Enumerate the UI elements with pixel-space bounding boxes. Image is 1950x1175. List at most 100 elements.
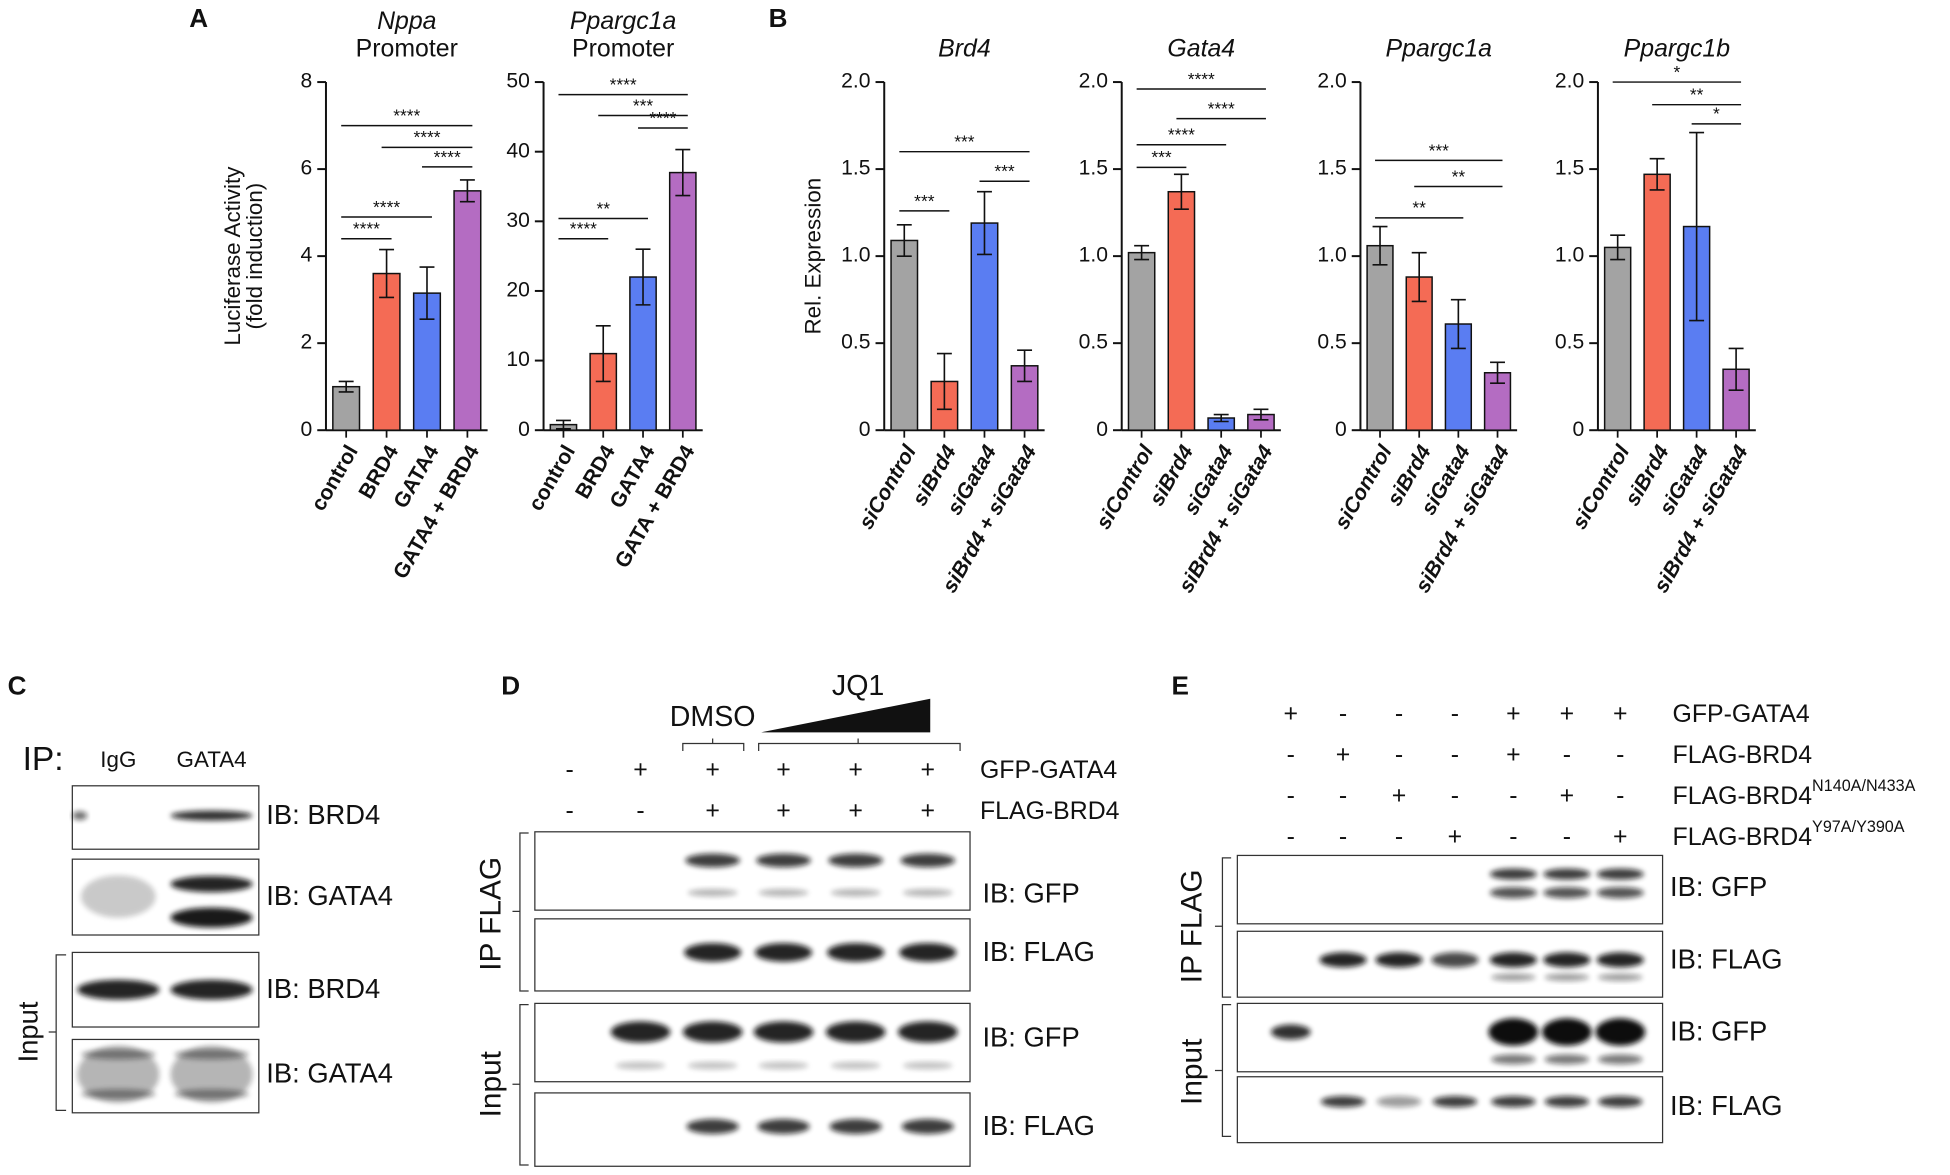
group-label: Input (12, 1001, 43, 1062)
band (897, 1021, 958, 1043)
sign: + (1336, 741, 1351, 769)
band (754, 943, 813, 962)
error-bar (1253, 408, 1269, 421)
significance-label: **** (610, 74, 637, 94)
band (686, 1119, 739, 1134)
blot-frames (48, 785, 260, 1114)
x-tick-label: siControl (1568, 440, 1635, 533)
panel-label: D (501, 670, 520, 700)
bar (890, 239, 919, 431)
sign: + (1560, 699, 1575, 727)
sign: + (848, 796, 863, 824)
band (902, 889, 953, 897)
y-tick-label: 30 (506, 209, 530, 232)
sign: + (920, 796, 935, 824)
row-name: FLAG-BRD4 (1673, 741, 1813, 769)
y-axis-label: (fold induction) (242, 183, 267, 330)
band (900, 853, 956, 868)
error-bar (459, 179, 475, 203)
band (1490, 1096, 1536, 1108)
sign: - (1287, 823, 1295, 851)
blot-label: IB: FLAG (1670, 943, 1782, 974)
sign: + (1448, 823, 1463, 851)
band (758, 889, 809, 897)
chart-title: Nppa (377, 7, 436, 35)
row-label: GFP-GATA4 (980, 755, 1117, 783)
sign: + (1392, 782, 1407, 810)
band (902, 1061, 953, 1070)
y-tick-label: 1.0 (1079, 244, 1108, 267)
sign: - (1563, 823, 1571, 851)
significance-label: **** (434, 147, 461, 167)
error-bar (896, 223, 912, 257)
chart-title: Gata4 (1167, 34, 1235, 62)
band (1270, 1024, 1311, 1040)
band (77, 1045, 160, 1103)
blot-frames (512, 831, 971, 1167)
y-tick-label: 0.5 (1079, 331, 1108, 354)
significance-label: ** (1690, 85, 1704, 105)
bar (453, 190, 482, 431)
sign: - (1563, 741, 1571, 769)
group-label: IP FLAG (474, 857, 507, 971)
sign: - (1616, 741, 1624, 769)
chart-title: Ppargc1a (570, 7, 676, 35)
y-tick-label: 40 (506, 139, 530, 162)
sign: - (1287, 741, 1295, 769)
sign: + (705, 796, 720, 824)
sign: + (776, 755, 791, 783)
bar (372, 272, 401, 431)
band (682, 1021, 743, 1043)
y-tick-label: 8 (301, 70, 313, 93)
blot-label: IB: FLAG (982, 1110, 1094, 1141)
y-tick-label: 10 (506, 348, 530, 371)
significance-label: **** (1188, 69, 1215, 89)
row-name: FLAG-BRD4 (1673, 823, 1813, 851)
band (757, 1119, 810, 1134)
blot-label: IB: GATA4 (266, 880, 393, 911)
x-tick-label: control (524, 441, 580, 515)
y-tick-label: 0.5 (841, 331, 870, 354)
sign: - (1339, 699, 1347, 727)
bar (629, 276, 657, 431)
sign: - (1339, 782, 1347, 810)
band (1543, 868, 1591, 880)
band (1489, 868, 1537, 880)
bar (1366, 244, 1394, 431)
y-tick-label: 1.5 (1555, 157, 1584, 180)
band (1596, 887, 1644, 899)
significance-label: **** (413, 127, 440, 147)
bar (1643, 173, 1671, 431)
band (753, 1021, 814, 1043)
band (1490, 1054, 1536, 1065)
sign: + (848, 755, 863, 783)
band (174, 1049, 249, 1060)
error-bar (1490, 361, 1505, 385)
lane-label: IgG (100, 747, 136, 772)
row-superscript: N140A/N433A (1812, 777, 1916, 795)
significance-label: *** (954, 132, 975, 152)
band (1544, 1054, 1590, 1065)
band (1541, 1018, 1592, 1046)
treatment-label: DMSO (670, 701, 756, 733)
sign: + (1506, 699, 1521, 727)
sign: + (776, 796, 791, 824)
y-tick-label: 0 (301, 418, 313, 441)
band (170, 810, 253, 821)
row-name: FLAG-BRD4 (980, 796, 1120, 824)
lane-label: GATA4 (177, 747, 247, 772)
error-bar (1213, 413, 1229, 423)
y-tick-label: 1.0 (1555, 244, 1584, 267)
error-bar (555, 419, 571, 430)
y-axis-label: Rel. Expression (801, 178, 826, 335)
y-tick-label: 2.0 (1555, 70, 1584, 93)
significance-label: **** (570, 219, 597, 239)
band (610, 1021, 671, 1043)
sign: - (566, 796, 574, 824)
row-name: GFP-GATA4 (980, 755, 1117, 783)
panel-label: B (769, 3, 788, 33)
band (174, 1089, 249, 1100)
sign: + (1284, 699, 1299, 727)
y-tick-label: 1.5 (1079, 157, 1108, 180)
